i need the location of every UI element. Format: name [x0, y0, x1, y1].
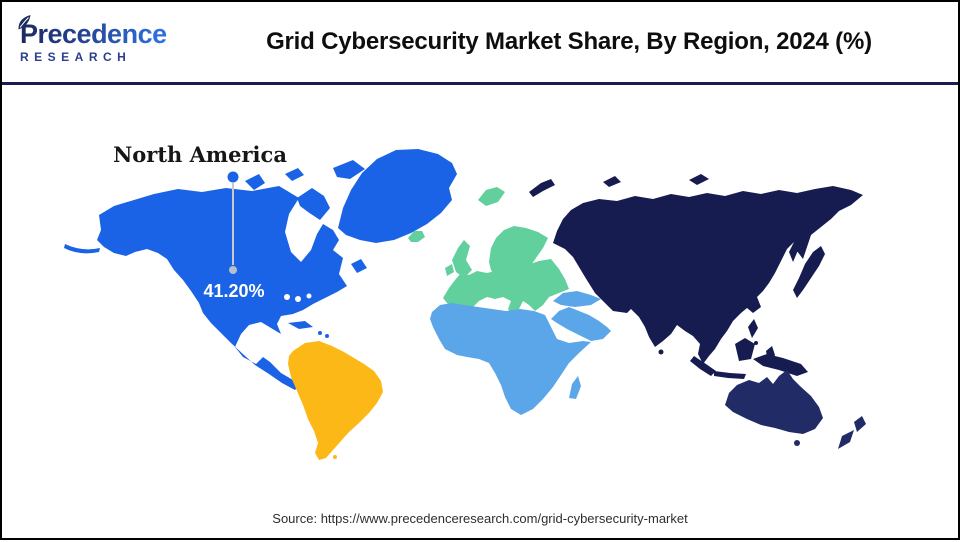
iceland — [408, 231, 425, 242]
region-middle-east-africa — [430, 291, 611, 415]
severnaya-zemlya — [603, 176, 621, 187]
leaf-icon — [18, 15, 31, 30]
leader-top-dot — [227, 171, 239, 183]
arabian-peninsula — [551, 307, 611, 341]
tasmania — [794, 440, 800, 446]
svalbard — [478, 187, 505, 206]
great-lakes — [284, 293, 312, 302]
logo-brand-text: Precedence — [20, 21, 190, 48]
north-america-mainland — [97, 186, 347, 390]
caribbean-island — [318, 331, 322, 335]
new-siberian-islands — [689, 174, 709, 185]
australia — [725, 370, 823, 434]
turkey — [553, 291, 601, 307]
region-oceania — [725, 370, 866, 449]
south-america-mainland — [288, 341, 383, 460]
greenland — [338, 149, 457, 243]
novaya-zemlya — [529, 179, 555, 197]
precedence-research-logo: Precedence RESEARCH — [18, 15, 190, 64]
region-annotation-value: 41.20% — [203, 281, 265, 301]
region-south-america — [288, 341, 383, 460]
sri-lanka — [658, 349, 664, 355]
europe-mainland — [443, 259, 569, 315]
region-europe — [408, 187, 569, 315]
region-annotation-label: North America — [113, 142, 287, 167]
region-asia — [529, 174, 863, 379]
sumatra — [690, 356, 716, 376]
britain — [452, 240, 472, 278]
borneo — [735, 338, 755, 361]
sakhalin — [789, 240, 799, 262]
falkland-islands — [333, 455, 337, 459]
madagascar — [569, 376, 581, 399]
victoria-island — [265, 188, 291, 206]
banks-island — [245, 174, 265, 190]
java — [714, 371, 746, 379]
new-zealand-north — [854, 416, 866, 432]
baffin-island — [297, 188, 330, 220]
new-zealand-south — [838, 430, 854, 449]
ireland — [445, 264, 454, 276]
region-north-america — [64, 149, 457, 390]
new-guinea — [753, 354, 808, 376]
header-bar: Precedence RESEARCH Grid Cybersecurity M… — [2, 2, 958, 85]
africa — [430, 303, 591, 415]
ellesmere-island — [333, 160, 365, 179]
newfoundland — [351, 259, 367, 273]
logo-sub-text: RESEARCH — [20, 50, 132, 64]
caribbean-island — [325, 334, 329, 338]
scandinavia — [489, 226, 548, 284]
philippines — [748, 319, 758, 338]
source-text: Source: https://www.precedenceresearch.c… — [272, 511, 688, 526]
leader-bottom-dot — [229, 266, 237, 274]
page-title: Grid Cybersecurity Market Share, By Regi… — [266, 28, 872, 55]
japan — [793, 246, 825, 298]
asia-mainland — [553, 186, 863, 364]
aleutian-islands — [64, 244, 100, 254]
annotation-leader — [227, 171, 239, 274]
arctic-island — [285, 168, 304, 181]
cuba — [288, 321, 313, 329]
